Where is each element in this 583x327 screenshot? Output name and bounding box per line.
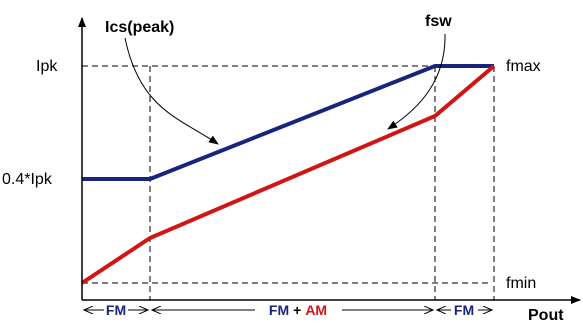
fsw-label: fsw (425, 13, 452, 30)
ics-peak-curve (82, 64, 494, 181)
middle-fm-text: FM (269, 302, 289, 318)
ics-peak-callout-arrow (124, 37, 219, 145)
pout-axis-label: Pout (528, 307, 564, 322)
fsw-callout-arrow (387, 33, 446, 130)
fsw-curve (80, 64, 496, 285)
middle-region-label: FM + AM (269, 302, 327, 318)
ipk-04-label: 0.4*Ipk (2, 171, 53, 188)
left-fm-region-label: FM (106, 302, 126, 318)
right-fm-region-label: FM (454, 302, 474, 318)
middle-plus-text: + (293, 302, 301, 318)
fmin-label: fmin (506, 275, 536, 292)
ics-peak-label: Ics(peak) (105, 19, 174, 36)
fmax-label: fmax (506, 58, 541, 75)
ipk-label: Ipk (36, 58, 58, 75)
middle-am-text: AM (305, 302, 327, 318)
